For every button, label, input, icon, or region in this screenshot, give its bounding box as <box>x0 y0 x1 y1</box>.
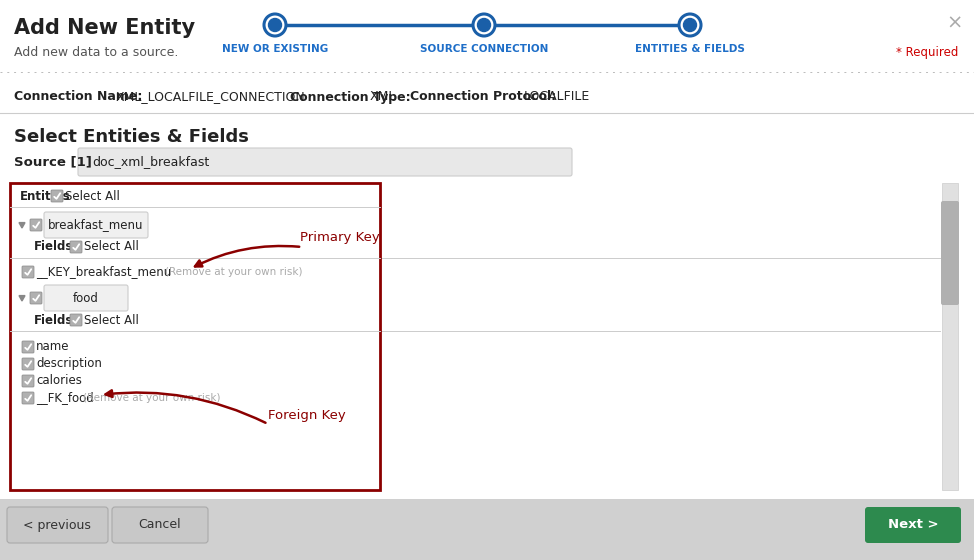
FancyBboxPatch shape <box>70 241 82 253</box>
FancyBboxPatch shape <box>10 183 380 490</box>
Text: Cancel: Cancel <box>138 519 181 531</box>
FancyBboxPatch shape <box>22 266 34 278</box>
Text: food: food <box>73 292 99 305</box>
Text: Primary Key: Primary Key <box>300 231 380 245</box>
Text: Foreign Key: Foreign Key <box>268 408 346 422</box>
Text: ENTITIES & FIELDS: ENTITIES & FIELDS <box>635 44 745 54</box>
Text: breakfast_menu: breakfast_menu <box>49 218 144 231</box>
Text: Select Entities & Fields: Select Entities & Fields <box>14 128 249 146</box>
Circle shape <box>473 14 495 36</box>
Polygon shape <box>19 223 25 228</box>
Text: * Required: * Required <box>896 46 958 59</box>
FancyBboxPatch shape <box>865 507 961 543</box>
FancyBboxPatch shape <box>44 212 148 238</box>
FancyBboxPatch shape <box>22 375 34 387</box>
Circle shape <box>477 18 491 31</box>
Text: Add New Entity: Add New Entity <box>14 18 195 38</box>
FancyBboxPatch shape <box>112 507 208 543</box>
FancyBboxPatch shape <box>51 190 63 202</box>
Circle shape <box>264 14 286 36</box>
Circle shape <box>269 18 281 31</box>
Text: SOURCE CONNECTION: SOURCE CONNECTION <box>420 44 548 54</box>
Text: Fields: Fields <box>34 240 73 254</box>
Text: name: name <box>36 340 69 353</box>
Text: Fields: Fields <box>34 314 73 326</box>
Text: __FK_food: __FK_food <box>36 391 94 404</box>
Text: Source [1]: Source [1] <box>14 156 92 169</box>
Text: doc_xml_breakfast: doc_xml_breakfast <box>92 156 209 169</box>
FancyBboxPatch shape <box>941 201 959 305</box>
Text: ×: × <box>947 14 963 33</box>
Text: LOCALFILE: LOCALFILE <box>524 91 590 104</box>
FancyBboxPatch shape <box>7 507 108 543</box>
Text: NEW OR EXISTING: NEW OR EXISTING <box>222 44 328 54</box>
FancyBboxPatch shape <box>22 392 34 404</box>
Text: calories: calories <box>36 375 82 388</box>
Text: Select All: Select All <box>84 314 139 326</box>
Text: Select All: Select All <box>84 240 139 254</box>
Text: Connection Type:: Connection Type: <box>290 91 411 104</box>
Circle shape <box>679 14 701 36</box>
Circle shape <box>684 18 696 31</box>
FancyBboxPatch shape <box>22 341 34 353</box>
FancyBboxPatch shape <box>70 314 82 326</box>
FancyBboxPatch shape <box>30 292 42 304</box>
Bar <box>0 499 974 560</box>
Text: < previous: < previous <box>23 519 91 531</box>
Text: Connection Name:: Connection Name: <box>14 91 142 104</box>
Text: Add new data to a source.: Add new data to a source. <box>14 46 178 59</box>
Text: XML: XML <box>370 91 396 104</box>
Text: Select All: Select All <box>65 189 120 203</box>
Text: description: description <box>36 357 102 371</box>
FancyBboxPatch shape <box>30 219 42 231</box>
Text: (Remove at your own risk): (Remove at your own risk) <box>165 267 303 277</box>
FancyBboxPatch shape <box>44 285 128 311</box>
Text: Next >: Next > <box>887 519 938 531</box>
FancyBboxPatch shape <box>78 148 572 176</box>
Bar <box>942 183 958 490</box>
Text: XML_LOCALFILE_CONNECTION: XML_LOCALFILE_CONNECTION <box>116 91 306 104</box>
Text: Entities: Entities <box>20 189 71 203</box>
Text: __KEY_breakfast_menu: __KEY_breakfast_menu <box>36 265 171 278</box>
Polygon shape <box>19 296 25 301</box>
Text: Connection Protocol:: Connection Protocol: <box>410 91 556 104</box>
Text: (Remove at your own risk): (Remove at your own risk) <box>83 393 220 403</box>
FancyBboxPatch shape <box>22 358 34 370</box>
